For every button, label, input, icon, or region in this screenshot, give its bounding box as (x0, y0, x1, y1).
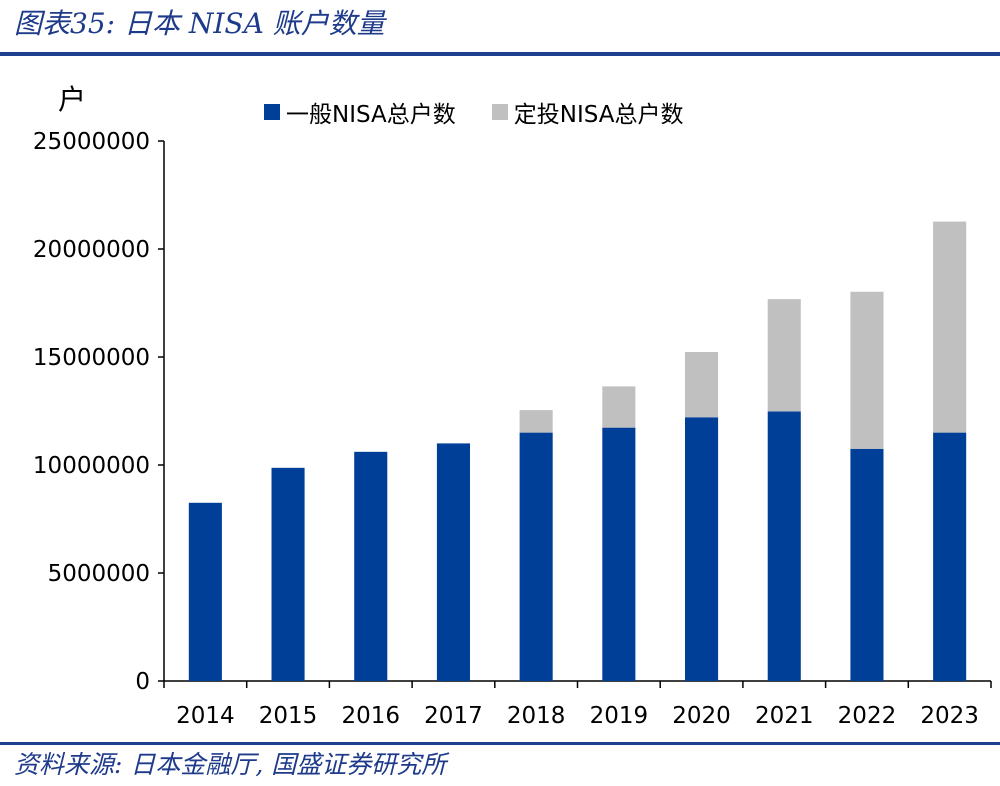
y-axis: 0 5000000 10000000 15000000 20000000 25000000 (33, 129, 165, 695)
x-tick-label: 2022 (838, 703, 897, 729)
y-tick-label: 15000000 (33, 345, 150, 371)
y-tick-label: 25000000 (33, 129, 150, 155)
x-tick-label: 2014 (176, 703, 235, 729)
bar-general-2020 (685, 417, 719, 681)
bar-tsumitate-2018 (519, 410, 553, 433)
y-tick-label: 5000000 (48, 561, 150, 587)
y-tick-label: 10000000 (33, 453, 150, 479)
bar-general-2015 (271, 467, 305, 681)
figure-title: 图表35: 日本 NISA 账户数量 (14, 7, 385, 40)
bar-general-2014 (188, 502, 222, 681)
figure-source: 资料来源: 日本金融厅, 国盛证券研究所 (14, 750, 447, 779)
title-divider (0, 52, 1000, 56)
x-tick-label: 2019 (590, 703, 649, 729)
bars (188, 221, 967, 681)
x-tick-label: 2021 (755, 703, 814, 729)
y-tick-label: 20000000 (33, 237, 150, 263)
y-tick-label: 0 (135, 669, 150, 695)
bar-tsumitate-2021 (767, 299, 801, 412)
x-tick-label: 2017 (424, 703, 483, 729)
legend: 一般NISA总户数 定投NISA总户数 (264, 96, 684, 128)
bar-general-2019 (602, 427, 636, 681)
bar-general-2021 (767, 411, 801, 681)
bar-tsumitate-2022 (850, 291, 884, 449)
x-tick-label: 2023 (920, 703, 979, 729)
bar-tsumitate-2023 (933, 221, 967, 433)
legend-swatch-general (264, 104, 280, 120)
bar-chart: 0 5000000 10000000 15000000 20000000 25000000… (33, 129, 992, 729)
bar-general-2016 (354, 451, 388, 681)
bar-general-2018 (519, 432, 553, 681)
legend-label-tsumitate: 定投NISA总户数 (513, 102, 684, 128)
x-tick-label: 2016 (341, 703, 400, 729)
y-axis-unit-label: 户 (58, 83, 87, 116)
legend-label-general: 一般NISA总户数 (286, 102, 456, 128)
bar-general-2017 (436, 443, 470, 681)
bar-tsumitate-2020 (685, 352, 719, 418)
bar-general-2022 (850, 448, 884, 681)
bar-general-2023 (933, 432, 967, 681)
x-axis: 2014 2015 2016 2017 2018 2019 2020 2021 2022 2023 (163, 680, 992, 729)
bar-tsumitate-2019 (602, 386, 636, 428)
source-divider (0, 742, 1000, 745)
x-tick-label: 2020 (672, 703, 731, 729)
legend-swatch-tsumitate (491, 104, 508, 120)
x-tick-label: 2015 (259, 703, 318, 729)
x-tick-label: 2018 (507, 703, 566, 729)
